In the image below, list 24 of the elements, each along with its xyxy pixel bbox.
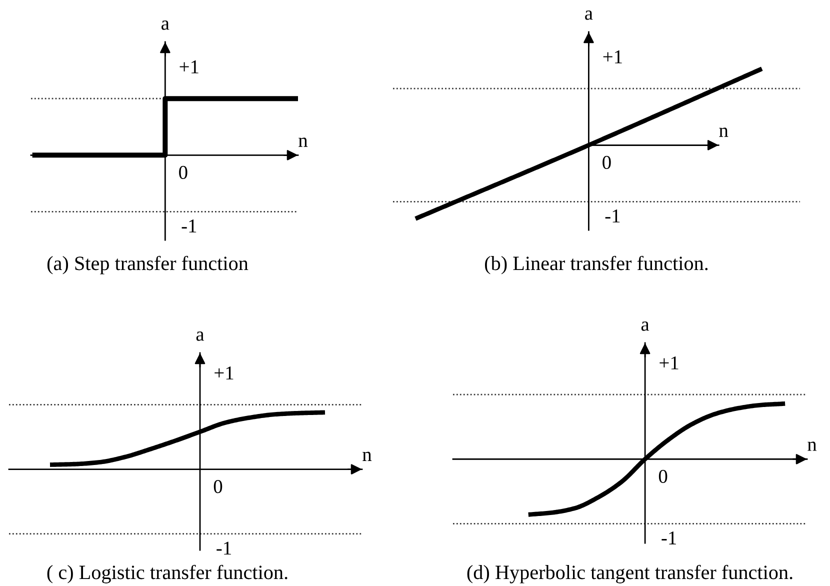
x-axis-title: n xyxy=(298,138,308,147)
ref-line-label: +1 xyxy=(603,50,622,64)
y-axis-title: a xyxy=(162,20,170,30)
text: (b) Linear transfer function. xyxy=(484,256,708,274)
annotation: 0 xyxy=(602,156,611,170)
ref-line-label: +1 xyxy=(180,60,198,74)
y-axis-title: a xyxy=(641,322,650,331)
x-axis-title: n xyxy=(808,442,817,451)
annotation: 0 xyxy=(658,470,668,483)
text: (d) Hyperbolic tangent transfer function. xyxy=(467,564,792,584)
text: ( c) Logistic transfer function. xyxy=(47,564,288,584)
ref-line-label: -1 xyxy=(216,542,231,555)
annotation: 0 xyxy=(214,480,222,494)
x-axis-title: n xyxy=(719,128,728,137)
x-axis-title: n xyxy=(362,452,372,461)
ref-line-label: -1 xyxy=(662,531,676,544)
text: (a) Step transfer function xyxy=(47,256,248,274)
ref-line-label: -1 xyxy=(605,210,620,222)
ref-line-label: +1 xyxy=(214,366,234,380)
annotation: 0 xyxy=(179,166,188,180)
ref-line-label: +1 xyxy=(660,356,678,370)
y-axis-title: a xyxy=(585,10,593,20)
y-axis-title: a xyxy=(196,332,204,341)
ref-line-label: -1 xyxy=(182,220,196,232)
